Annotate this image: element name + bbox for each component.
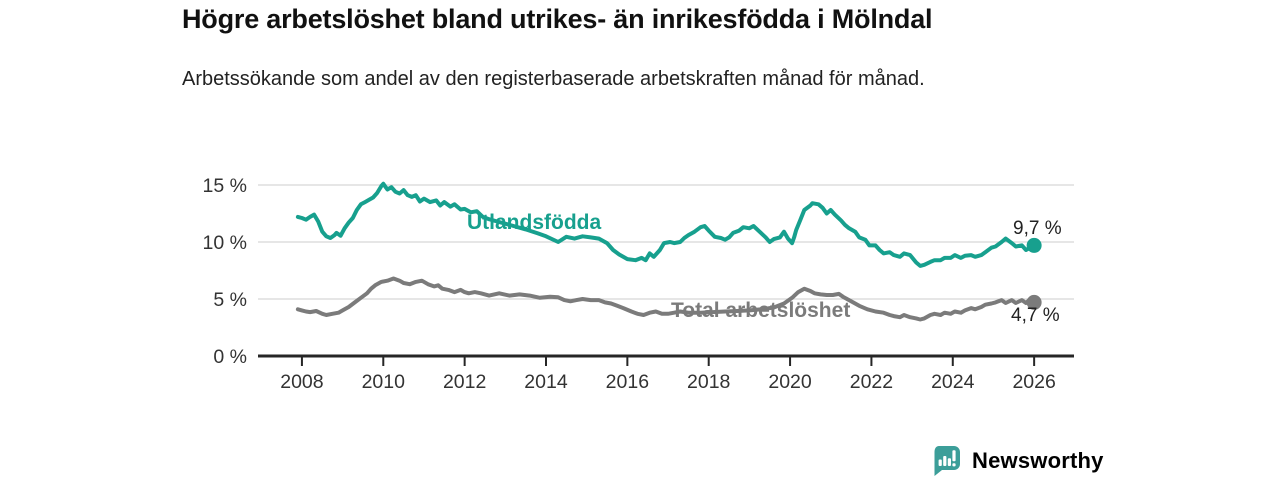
- page-title: Högre arbetslöshet bland utrikes- än inr…: [182, 4, 933, 34]
- series-end-dot-total-arbetsl-shet: [1026, 294, 1042, 310]
- x-tick-label-2008: 2008: [280, 371, 323, 393]
- x-tick-label-2016: 2016: [606, 371, 649, 393]
- x-tick-label-2014: 2014: [524, 371, 568, 393]
- x-tick-label-2020: 2020: [768, 371, 812, 393]
- x-tick-label-2024: 2024: [931, 371, 975, 393]
- chart-subtitle: Arbetssökande som andel av den registerb…: [182, 68, 925, 90]
- x-tick-label-2026: 2026: [1012, 371, 1055, 393]
- series-label-utlandsfodda: Utlandsfödda: [467, 211, 602, 234]
- brand-name: Newsworthy: [972, 447, 1104, 473]
- x-tick-label-2010: 2010: [362, 371, 406, 393]
- y-tick-label-15: 15 %: [203, 175, 247, 197]
- bar-chart-speech-bubble-icon: [934, 446, 960, 476]
- series-label-total-arbetsloshet: Total arbetslöshet: [671, 299, 851, 322]
- newsworthy-logo: Newsworthy: [930, 444, 1104, 477]
- series-line-total-arbetsl-shet: [295, 276, 1037, 322]
- end-value-total: 4,7 %: [1011, 305, 1060, 326]
- x-tick-label-2012: 2012: [443, 371, 486, 393]
- x-tick-label-2022: 2022: [850, 371, 893, 393]
- y-tick-label-0: 0 %: [213, 346, 247, 368]
- end-value-utlandsfodda: 9,7 %: [1013, 218, 1062, 239]
- y-tick-label-10: 10 %: [203, 232, 247, 254]
- series-line-utlandsf-dda: [295, 181, 1037, 268]
- x-tick-label-2018: 2018: [687, 371, 730, 393]
- y-tick-label-5: 5 %: [213, 289, 247, 311]
- series-end-dot-utlandsf-dda: [1026, 237, 1042, 253]
